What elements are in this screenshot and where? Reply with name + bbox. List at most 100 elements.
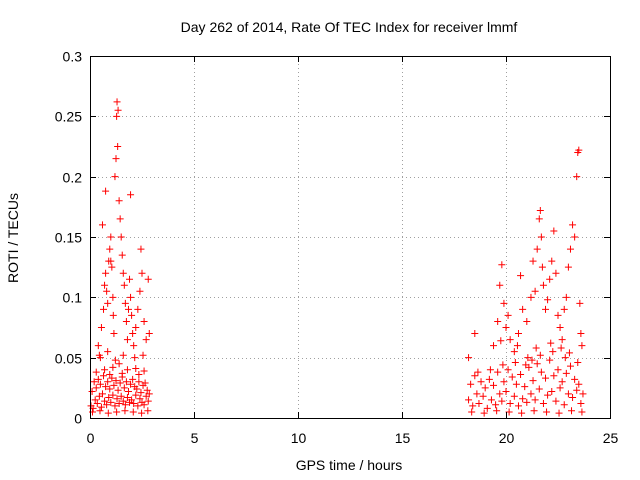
data-point — [144, 397, 152, 405]
data-point — [111, 356, 119, 364]
data-point — [571, 233, 579, 241]
data-point — [546, 275, 554, 283]
data-point — [558, 336, 566, 344]
data-point — [94, 342, 102, 350]
data-point — [129, 408, 137, 416]
data-point — [576, 299, 584, 307]
data-point — [569, 393, 577, 401]
data-point — [97, 403, 105, 411]
data-point — [493, 407, 501, 415]
data-point — [500, 299, 508, 307]
data-point — [529, 377, 537, 385]
data-point — [124, 387, 132, 395]
data-point — [543, 408, 551, 416]
data-point — [127, 293, 135, 301]
data-point — [548, 387, 556, 395]
data-point — [494, 317, 502, 325]
data-point — [502, 387, 510, 395]
x-tick-label: 5 — [191, 430, 199, 446]
data-point — [123, 366, 131, 374]
data-point — [504, 366, 512, 374]
data-point — [129, 375, 137, 383]
data-point — [91, 396, 99, 404]
data-point — [133, 385, 141, 393]
data-point — [119, 351, 127, 359]
data-point — [548, 257, 556, 265]
axis-ticks — [90, 56, 611, 419]
data-point — [121, 401, 129, 409]
data-point — [557, 344, 565, 352]
data-point — [97, 324, 105, 331]
data-point — [498, 261, 506, 269]
data-point — [140, 367, 148, 375]
data-point — [514, 330, 522, 338]
data-point — [529, 257, 537, 265]
data-point — [528, 356, 536, 364]
data-point — [102, 383, 110, 391]
data-point — [117, 233, 125, 241]
data-point — [111, 402, 119, 410]
x-tick-label: 25 — [603, 430, 619, 446]
data-point — [142, 336, 150, 344]
data-point — [109, 293, 117, 301]
data-point — [578, 408, 586, 416]
data-point — [126, 275, 134, 283]
data-point — [136, 287, 144, 295]
data-point — [524, 354, 532, 362]
data-point — [532, 344, 540, 352]
data-point — [475, 400, 483, 408]
data-point — [477, 378, 485, 386]
data-point — [106, 371, 114, 379]
data-point — [104, 299, 112, 307]
data-point — [550, 372, 558, 380]
data-point — [130, 342, 138, 350]
x-tick-label: 15 — [395, 430, 411, 446]
data-point — [107, 257, 115, 265]
data-point — [92, 368, 100, 376]
data-point — [575, 146, 583, 154]
data-point — [542, 374, 550, 382]
data-point — [496, 281, 504, 289]
data-point — [94, 375, 102, 383]
data-point — [487, 396, 495, 404]
data-point — [100, 372, 108, 380]
data-point — [556, 324, 564, 331]
data-point — [129, 330, 137, 338]
data-point — [471, 372, 479, 380]
data-point — [138, 409, 146, 417]
data-point — [537, 368, 545, 376]
data-point — [566, 362, 574, 370]
data-point — [550, 227, 558, 235]
x-axis-label: GPS time / hours — [296, 457, 403, 473]
data-point — [88, 387, 96, 395]
data-point — [564, 263, 572, 271]
data-point — [547, 339, 555, 347]
data-point — [549, 348, 557, 356]
data-point — [90, 378, 98, 386]
data-point — [101, 366, 109, 374]
data-point — [113, 408, 121, 416]
data-point — [96, 407, 104, 415]
data-point — [144, 407, 152, 415]
data-point — [106, 385, 114, 393]
data-point — [136, 395, 144, 403]
data-point — [560, 401, 568, 409]
data-point — [479, 392, 487, 400]
data-point — [530, 407, 538, 415]
data-point — [465, 354, 473, 362]
data-point — [140, 317, 148, 325]
data-point — [113, 112, 121, 120]
x-tick-labels: 0 5 10 15 20 25 — [87, 430, 619, 446]
data-point — [537, 233, 545, 241]
data-point — [107, 398, 115, 406]
data-point — [115, 400, 123, 408]
data-point — [115, 197, 123, 205]
data-point — [498, 397, 506, 405]
data-point — [552, 397, 560, 405]
data-point — [514, 402, 522, 410]
data-point — [108, 263, 116, 271]
data-point — [506, 336, 514, 344]
data-point — [517, 371, 525, 379]
data-point — [579, 390, 587, 398]
